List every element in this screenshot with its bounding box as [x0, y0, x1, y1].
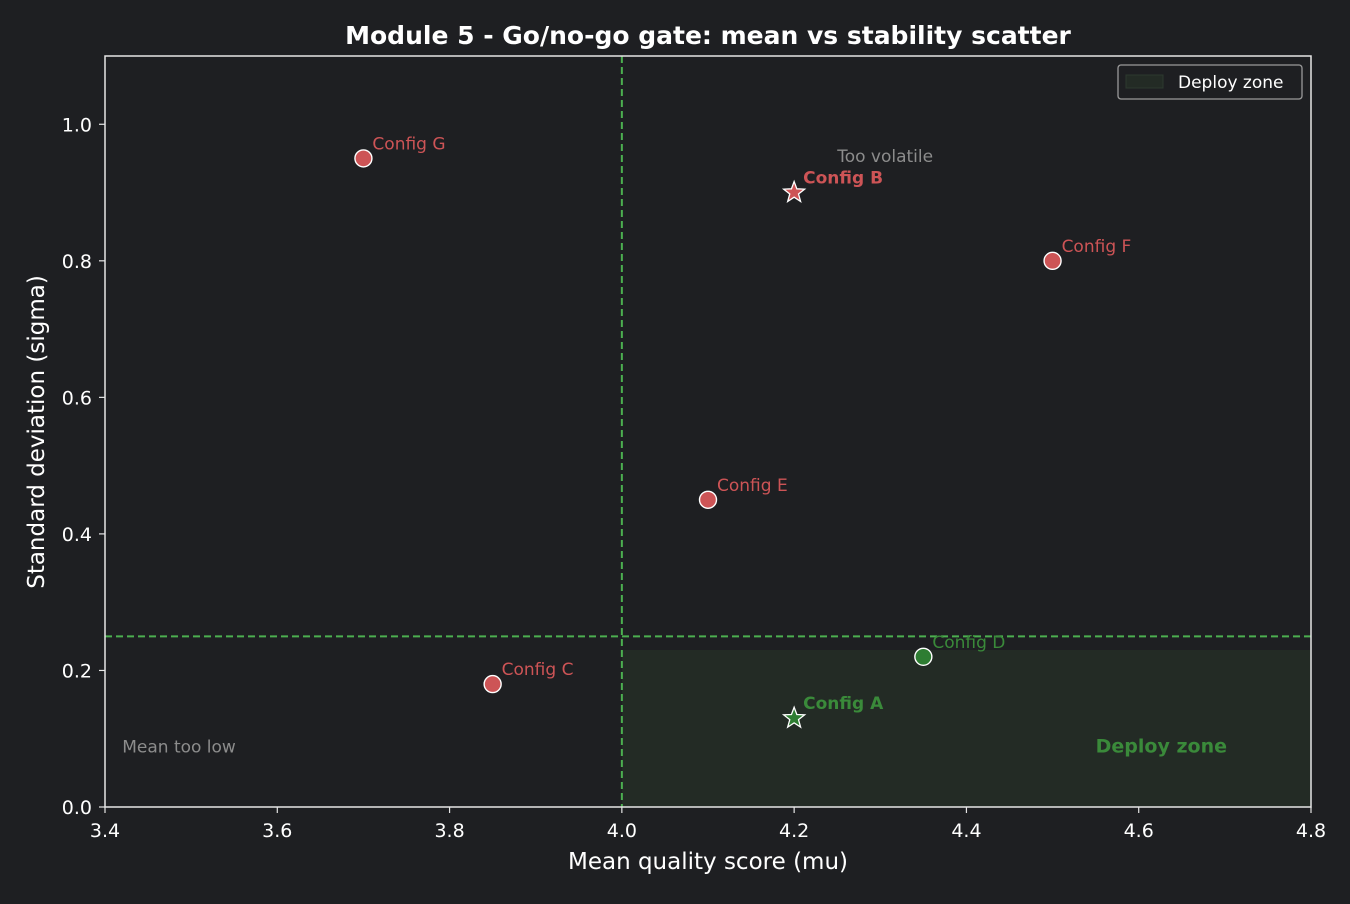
plot-frame [104, 55, 1312, 808]
data-point-label: Config C [502, 660, 574, 680]
y-axis-label: Standard deviation (sigma) [24, 275, 50, 589]
x-tick-label: 4.4 [951, 820, 981, 842]
x-axis-label: Mean quality score (mu) [568, 849, 848, 875]
legend-label-deploy-zone: Deploy zone [1178, 73, 1284, 93]
y-tick-label: 0.4 [62, 524, 92, 546]
x-tick-label: 4.8 [1296, 820, 1326, 842]
x-tick-label: 3.4 [90, 820, 120, 842]
y-tick-label: 1.0 [62, 114, 92, 136]
data-point-label: Config E [717, 476, 788, 496]
data-point-label: Config F [1062, 237, 1132, 257]
data-point-label: Config A [803, 694, 884, 714]
data-point [1043, 251, 1062, 271]
x-tick-label: 4.0 [607, 820, 637, 842]
data-point-star [781, 705, 807, 729]
chart-title: Module 5 - Go/no-go gate: mean vs stabil… [345, 21, 1071, 50]
data-point [914, 647, 933, 666]
y-tick-label: 0.0 [62, 797, 92, 819]
data-point-label: Config G [372, 134, 445, 154]
data-point [483, 674, 502, 694]
data-point-star [781, 179, 807, 203]
region-annotation: Too volatile [836, 147, 933, 167]
data-point [354, 149, 373, 168]
region-annotation: Mean too low [122, 738, 236, 758]
y-tick-label: 0.2 [62, 660, 92, 682]
data-point-label: Config D [932, 633, 1005, 653]
x-tick-label: 3.6 [262, 820, 292, 842]
x-tick-label: 3.8 [434, 820, 464, 842]
legend-swatch-deploy-zone [1125, 74, 1164, 89]
x-tick-label: 4.2 [779, 820, 809, 842]
y-tick-label: 0.6 [62, 387, 92, 409]
deploy-zone-annotation: Deploy zone [1096, 736, 1227, 758]
data-point [698, 490, 718, 509]
x-tick-label: 4.6 [1124, 820, 1154, 842]
data-point-label: Config B [803, 169, 883, 189]
legend-box [1117, 64, 1303, 100]
deploy-zone-region [621, 649, 1311, 807]
y-tick-label: 0.8 [62, 251, 92, 273]
